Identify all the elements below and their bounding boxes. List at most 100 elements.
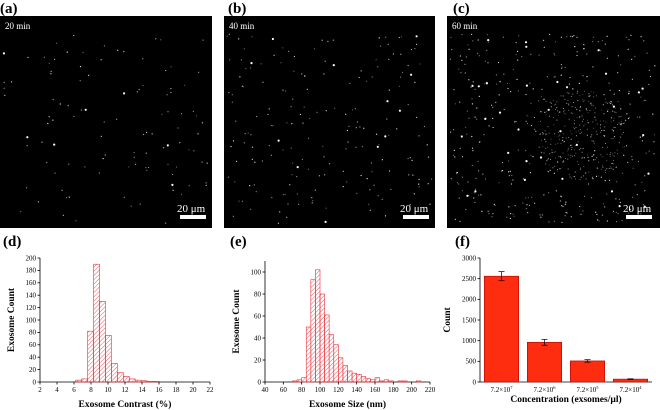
histogram-bar [99, 301, 106, 383]
particle [388, 89, 390, 91]
particle [517, 128, 520, 131]
particle [630, 34, 632, 37]
particle [609, 102, 612, 105]
x-tick-label: 10 [105, 386, 113, 394]
particle [166, 144, 169, 147]
micrograph-b-time: 40 min [229, 21, 255, 31]
particle [37, 201, 40, 203]
particle [556, 80, 559, 84]
particle [332, 39, 334, 41]
particle [171, 183, 174, 186]
particle [388, 58, 390, 60]
particle [608, 179, 611, 181]
particle [230, 146, 232, 148]
particle [413, 193, 415, 195]
particle [181, 193, 183, 195]
particle [188, 185, 190, 187]
particle [644, 190, 646, 192]
particle [621, 133, 623, 135]
particle [464, 72, 466, 74]
particle [312, 200, 314, 202]
particle [565, 86, 569, 89]
particle [551, 149, 553, 151]
particle [415, 35, 418, 38]
particle [607, 146, 608, 148]
micrograph-a: 20 min 20 μm [0, 16, 212, 228]
particle [461, 190, 463, 192]
particle [571, 149, 572, 151]
particle [612, 105, 616, 108]
micrograph-a-background [0, 16, 212, 228]
particle [586, 76, 588, 78]
particle [471, 84, 474, 87]
particle [525, 207, 527, 210]
particle [598, 220, 600, 222]
particle [571, 133, 573, 135]
particle [334, 107, 336, 109]
particle [239, 76, 241, 78]
particle [360, 174, 362, 177]
particle [554, 166, 556, 168]
particle [540, 95, 543, 97]
histogram-bar [87, 330, 94, 383]
particle [556, 107, 558, 109]
particle [565, 211, 567, 214]
histogram-bar [296, 379, 302, 383]
particle [613, 131, 614, 133]
particle [271, 37, 274, 41]
particle [354, 108, 356, 110]
histogram-bar [128, 378, 136, 383]
particle [620, 129, 622, 131]
particle [632, 196, 634, 198]
particle [460, 135, 463, 138]
particle [468, 79, 470, 81]
y-tick-label: 0 [258, 378, 262, 386]
particle [103, 45, 105, 47]
particle [611, 101, 613, 103]
histogram-bar [342, 365, 348, 383]
particle [571, 155, 574, 157]
bar-chart-concentration: 7.2×107 7.2×106 7.2×105 7.2×104 0 500 1000 1500… [443, 254, 652, 405]
particle [318, 175, 320, 177]
particle [606, 160, 608, 162]
particle [648, 83, 650, 86]
particle [588, 122, 590, 124]
particle [610, 138, 612, 140]
particle [606, 57, 609, 59]
particle [475, 177, 477, 179]
particle [572, 88, 574, 90]
particle [599, 120, 601, 122]
particle [563, 133, 565, 135]
particle [288, 50, 290, 53]
particle [554, 41, 557, 43]
particle [388, 134, 390, 136]
particle [587, 154, 588, 156]
particle [528, 204, 531, 206]
particle [574, 145, 576, 147]
particle [347, 141, 349, 143]
particle [549, 169, 551, 171]
micrograph-a-scalebar [180, 215, 206, 219]
particle [454, 103, 456, 105]
particle [557, 135, 559, 137]
particle [501, 162, 504, 164]
particle [557, 143, 559, 145]
particle [48, 62, 50, 64]
particle [540, 216, 542, 218]
particle [612, 153, 614, 155]
particle [530, 102, 532, 104]
particle [303, 106, 305, 108]
particle [618, 142, 620, 144]
particle [562, 137, 564, 138]
particle [507, 171, 510, 173]
particle [623, 154, 625, 156]
particle [381, 198, 383, 200]
particle [535, 130, 537, 132]
particle [568, 118, 570, 120]
particle [647, 172, 650, 175]
particle [602, 104, 604, 106]
particle [461, 34, 463, 36]
x-tick-label: 40 [262, 386, 270, 394]
particle [241, 85, 243, 87]
x-tick-label: 120 [333, 386, 344, 394]
